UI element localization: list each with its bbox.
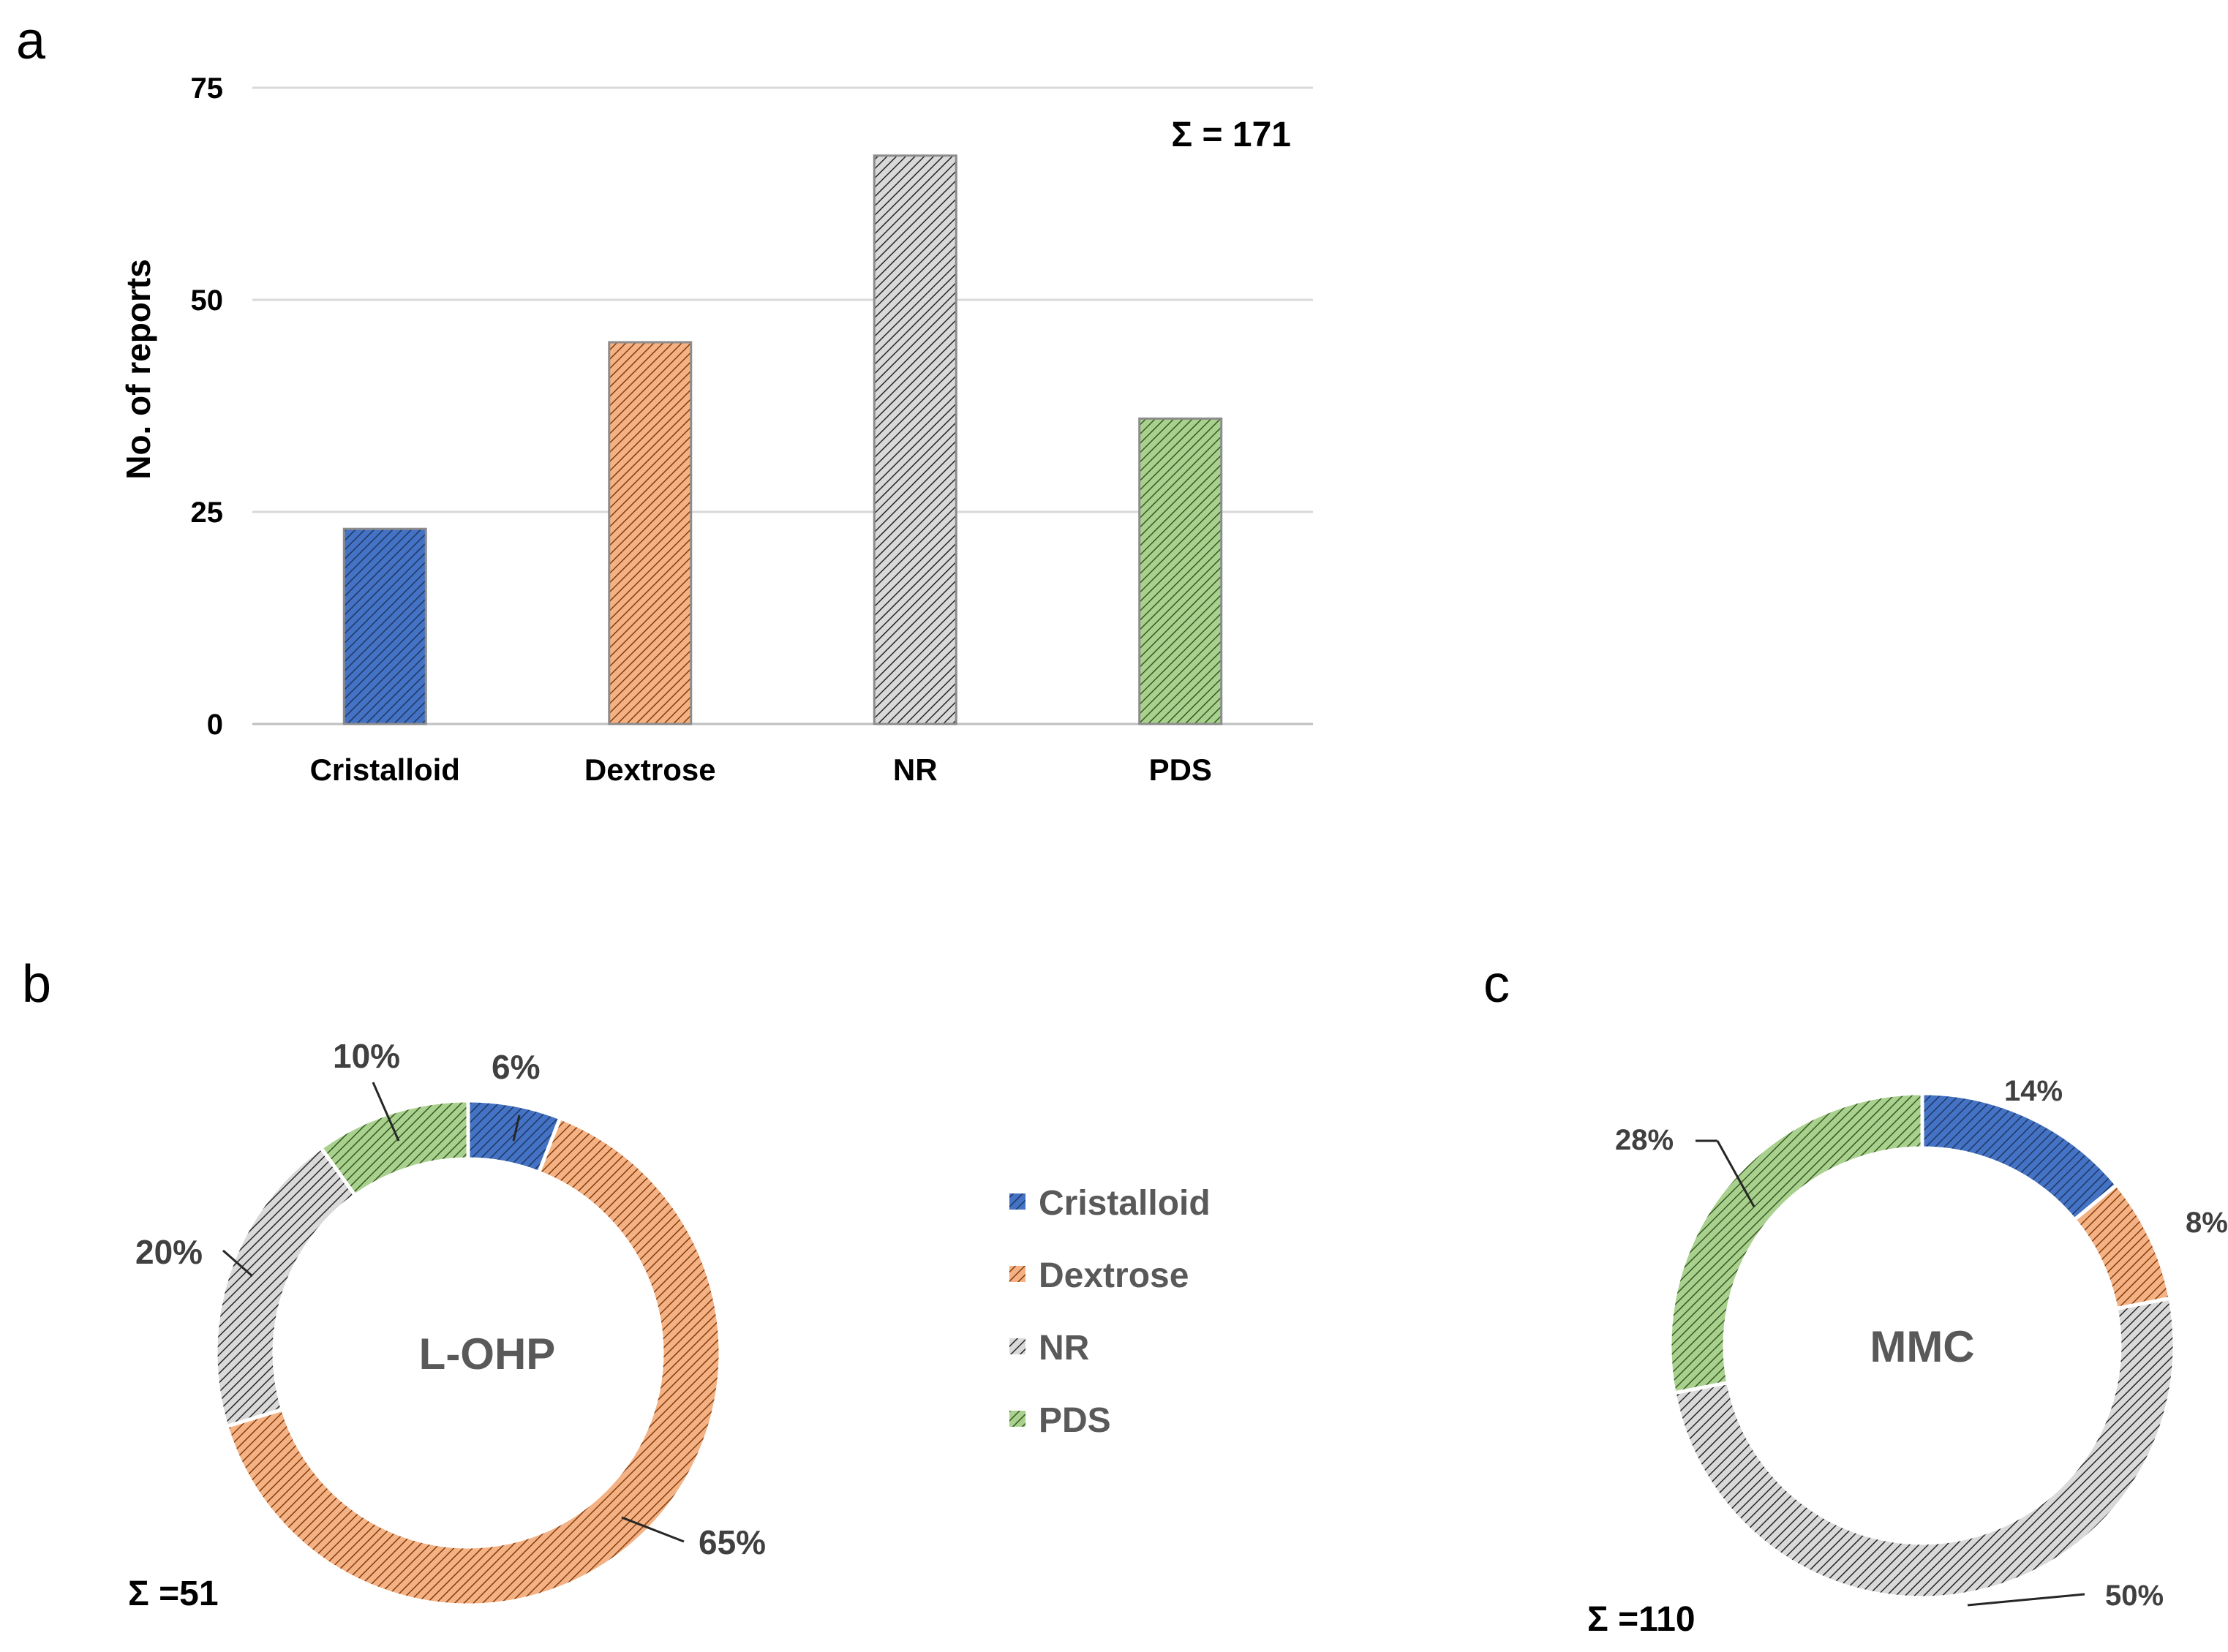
donut-mmc-total: Σ =110 <box>1587 1600 1696 1639</box>
donut-mmc-center-label: MMC <box>1870 1322 1974 1371</box>
bar-total-annotation: Σ = 171 <box>1171 116 1291 154</box>
legend-swatch-nr <box>1009 1338 1025 1354</box>
panel-label-b: b <box>22 955 51 1014</box>
donut-l-ohp-slices <box>214 1098 723 1607</box>
donut-mmc-label-pds: 28% <box>1615 1124 1674 1156</box>
slice-pds <box>318 1098 470 1199</box>
donut-l-ohp-label-nr: 20% <box>135 1233 203 1271</box>
legend: Cristalloid Dextrose NR PDS <box>1009 1184 1211 1440</box>
donut-chart-mmc: MMC 14% 8% 50% 28% Σ =110 <box>1587 1075 2228 1639</box>
x-tick-label-nr: NR <box>893 753 938 787</box>
x-tick-label-pds: PDS <box>1149 753 1212 787</box>
bar-series <box>342 154 1223 725</box>
bar-nr <box>873 154 957 725</box>
x-tick-label-dextrose: Dextrose <box>584 753 716 787</box>
slice-cristalloid <box>1920 1091 2120 1223</box>
bar-dextrose <box>608 341 693 725</box>
slice-nr <box>1672 1296 2177 1600</box>
y-tick-label: 25 <box>191 497 224 529</box>
donut-mmc-label-cristalloid: 14% <box>2004 1075 2063 1107</box>
legend-swatch-pds <box>1009 1411 1025 1427</box>
donut-mmc-slices <box>1668 1091 2177 1600</box>
donut-l-ohp-label-dextrose: 65% <box>699 1523 766 1561</box>
donut-l-ohp-label-cristalloid: 6% <box>492 1048 540 1086</box>
slice-nr <box>214 1145 358 1429</box>
slice-pds <box>1668 1091 1924 1395</box>
y-tick-label: 75 <box>191 72 224 105</box>
y-tick-label: 50 <box>191 284 224 317</box>
legend-swatch-cristalloid <box>1009 1193 1025 1210</box>
donut-l-ohp-label-pds: 10% <box>333 1037 400 1075</box>
slice-dextrose <box>224 1115 723 1607</box>
donut-mmc-label-dextrose: 8% <box>2186 1207 2228 1239</box>
bar-cristalloid <box>342 527 427 725</box>
donut-l-ohp-leaders <box>222 1082 685 1543</box>
donut-chart-l-ohp: L-OHP 6% 65% 20% 10% Σ =51 <box>128 1037 766 1613</box>
legend-label-pds: PDS <box>1039 1401 1111 1440</box>
donut-mmc-leaders <box>1696 1139 2085 1607</box>
y-axis-label: No. of reports <box>119 259 157 480</box>
y-tick-label: 0 <box>207 709 223 741</box>
legend-label-dextrose: Dextrose <box>1039 1256 1189 1295</box>
donut-mmc-label-nr: 50% <box>2105 1580 2164 1612</box>
bar-y-ticks: 0 25 50 75 <box>191 72 224 741</box>
legend-label-nr: NR <box>1039 1329 1089 1368</box>
panel-label-c: c <box>1483 955 1510 1014</box>
x-tick-label-cristalloid: Cristalloid <box>310 753 460 787</box>
donut-l-ohp-total: Σ =51 <box>128 1574 219 1613</box>
bar-chart: 0 25 50 75 Cristalloid Dextrose NR PDS No. of … <box>119 72 1313 787</box>
bar-pds <box>1138 417 1223 725</box>
bar-category-labels: Cristalloid Dextrose NR PDS <box>310 753 1212 787</box>
legend-label-cristalloid: Cristalloid <box>1039 1184 1211 1223</box>
legend-swatch-dextrose <box>1009 1266 1025 1282</box>
bar-gridlines <box>252 86 1313 725</box>
donut-l-ohp-center-label: L-OHP <box>419 1329 556 1378</box>
panel-label-a: a <box>16 12 46 70</box>
